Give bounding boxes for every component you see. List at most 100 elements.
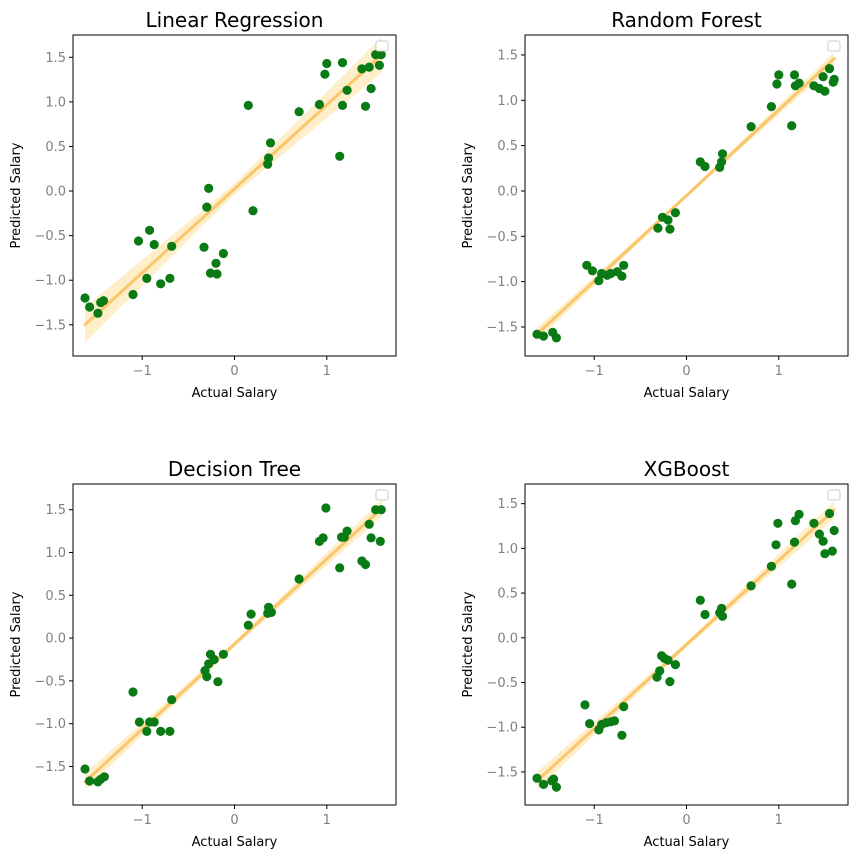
- scatter-point: [551, 782, 562, 792]
- regression-line: [535, 508, 836, 783]
- scatter-point: [766, 102, 777, 112]
- scatter-point: [213, 677, 223, 687]
- scatter-point: [619, 702, 629, 712]
- scatter-point: [771, 540, 781, 550]
- scatter-point: [789, 70, 800, 80]
- scatter-point: [265, 138, 276, 148]
- scatter-point: [318, 533, 328, 543]
- y-tick-label: −1.5: [486, 320, 518, 335]
- scatter-point: [585, 719, 595, 729]
- regression-line: [83, 53, 384, 327]
- scatter-point: [824, 64, 835, 74]
- scatter-point: [375, 536, 385, 547]
- scatter-point: [665, 677, 675, 687]
- scatter-point: [655, 666, 665, 676]
- scatter-point: [695, 595, 705, 605]
- y-tick-label: 0.5: [45, 140, 66, 155]
- x-tick-label: 0: [682, 364, 690, 379]
- legend-box: [375, 40, 389, 52]
- scatter-point: [357, 64, 367, 74]
- scatter-point: [670, 208, 681, 218]
- y-axis-label: Predicted Salary: [9, 591, 24, 697]
- scatter-point: [814, 529, 825, 539]
- y-tick-label: −1.0: [34, 274, 66, 289]
- y-tick-label: 0.0: [497, 184, 518, 199]
- scatter-point: [366, 83, 376, 94]
- scatter-point: [199, 242, 209, 252]
- y-tick-label: 0.0: [45, 632, 66, 647]
- scatter-point: [165, 273, 175, 283]
- scatter-point: [787, 579, 797, 589]
- x-axis-label: Actual Salary: [192, 835, 278, 850]
- scatter-point: [551, 333, 562, 343]
- scatter-point: [364, 519, 374, 529]
- scatter-point: [789, 537, 800, 547]
- x-tick-label: 1: [775, 364, 783, 379]
- scatter-point: [773, 518, 783, 528]
- scatter-point: [766, 561, 777, 571]
- y-tick-label: −1.0: [486, 275, 518, 290]
- scatter-point: [820, 549, 830, 559]
- scatter-point: [248, 206, 258, 216]
- y-tick-label: −1.5: [34, 760, 66, 775]
- scatter-point: [149, 239, 159, 250]
- scatter-point: [320, 69, 330, 79]
- scatter-point: [156, 726, 166, 737]
- scatter-point: [818, 72, 828, 82]
- y-tick-label: −1.0: [34, 717, 66, 732]
- scatter-point: [202, 202, 212, 212]
- scatter-point: [717, 603, 727, 613]
- scatter-point: [209, 654, 219, 665]
- y-tick-label: −0.5: [486, 230, 518, 245]
- scatter-point: [202, 672, 212, 682]
- scatter-point: [746, 122, 756, 132]
- subplot-linear-regression: −1 0 1 −1.5 −1.0 −0.5 0.0 0.5 1.0 1.5 Linear Regre…: [9, 8, 397, 401]
- scatter-point: [322, 58, 332, 69]
- scatter-point: [824, 508, 835, 519]
- x-axis-label: Actual Salary: [192, 386, 278, 401]
- x-axis-label: Actual Salary: [644, 835, 730, 850]
- scatter-point: [85, 776, 95, 786]
- scatter-point: [85, 302, 95, 312]
- scatter-point: [619, 260, 629, 270]
- x-tick-label: 0: [682, 813, 690, 828]
- scatter-point: [827, 546, 837, 556]
- scatter-point: [80, 293, 90, 303]
- scatter-point: [360, 559, 371, 570]
- scatter-point: [342, 526, 352, 536]
- x-axis-label: Actual Salary: [644, 386, 730, 401]
- scatter-point: [364, 62, 374, 72]
- scatter-point: [142, 273, 152, 283]
- scatter-point: [829, 74, 839, 84]
- y-tick-label: 1.0: [45, 546, 66, 561]
- legend-box: [827, 40, 841, 52]
- scatter-point: [243, 100, 253, 110]
- scatter-point: [532, 773, 542, 783]
- scatter-point: [98, 296, 109, 306]
- scatter-point: [772, 79, 782, 89]
- scatter-point: [794, 78, 804, 88]
- scatter-point: [787, 121, 797, 131]
- scatter-point: [314, 99, 324, 110]
- scatter-point: [167, 241, 177, 251]
- y-axis-label: Predicted Salary: [9, 142, 24, 248]
- scatter-point: [134, 717, 144, 727]
- scatter-point: [617, 271, 627, 281]
- subplot-random-forest: −1 0 1 −1.5 −1.0 −0.5 0.0 0.5 1.0 1.5 Random Fores…: [461, 8, 849, 401]
- scatter-point: [99, 772, 109, 782]
- y-tick-label: 1.0: [497, 542, 518, 557]
- scatter-point: [670, 660, 681, 670]
- scatter-point: [211, 258, 221, 268]
- scatter-point: [128, 289, 138, 300]
- scatter-point: [617, 730, 627, 740]
- scatter-point: [774, 70, 784, 80]
- regression-line: [535, 57, 836, 336]
- scatter-point: [264, 153, 274, 163]
- scatter-point: [360, 101, 371, 111]
- scatter-point: [809, 518, 819, 528]
- scatter-point: [145, 225, 155, 235]
- x-tick-label: −1: [133, 813, 152, 828]
- y-tick-label: −1.0: [486, 721, 518, 736]
- scatter-point: [366, 533, 376, 543]
